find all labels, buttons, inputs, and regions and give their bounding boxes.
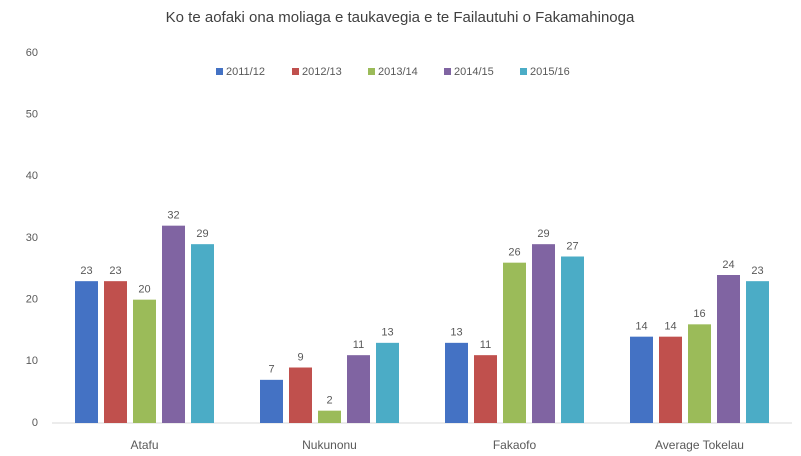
bar [561, 256, 584, 423]
bar [104, 281, 127, 423]
y-tick-label: 20 [26, 294, 38, 306]
x-tick-label: Nukunonu [302, 438, 357, 452]
bar [746, 281, 769, 423]
legend-label: 2012/13 [302, 66, 342, 78]
y-tick-label: 0 [32, 417, 38, 429]
data-label: 23 [751, 265, 763, 277]
data-label: 11 [480, 339, 491, 351]
legend-swatch [444, 68, 451, 75]
chart-title: Ko te aofaki ona moliaga e taukavegia e … [166, 9, 635, 26]
legend-label: 2011/12 [226, 66, 265, 78]
bar [289, 367, 312, 423]
y-tick-label: 40 [26, 170, 38, 182]
y-tick-label: 60 [26, 47, 38, 59]
data-label: 9 [297, 351, 303, 363]
data-label: 14 [635, 321, 647, 333]
bar [133, 299, 156, 423]
bar [260, 379, 283, 423]
legend-label: 2013/14 [378, 66, 418, 78]
bar [474, 355, 497, 423]
data-label: 20 [138, 284, 150, 296]
bar [318, 410, 341, 423]
bar [532, 244, 555, 423]
x-tick-label: Fakaofo [493, 438, 537, 452]
data-label: 29 [537, 228, 549, 240]
y-tick-label: 30 [26, 232, 38, 244]
bar [162, 225, 185, 423]
legend-swatch [368, 68, 375, 75]
bar [376, 342, 399, 423]
data-label: 23 [80, 265, 92, 277]
legend-label: 2014/15 [454, 66, 494, 78]
bar [503, 262, 526, 423]
x-tick-label: Average Tokelau [655, 438, 744, 452]
data-label: 24 [722, 259, 734, 271]
data-label: 16 [693, 308, 705, 320]
legend-swatch [520, 68, 527, 75]
bar [630, 336, 653, 423]
data-label: 23 [109, 265, 121, 277]
bar [445, 342, 468, 423]
bar [659, 336, 682, 423]
data-label: 11 [353, 339, 364, 351]
legend-label: 2015/16 [530, 66, 570, 78]
data-label: 13 [450, 327, 462, 339]
legend-swatch [216, 68, 223, 75]
data-label: 27 [566, 240, 578, 252]
data-label: 7 [268, 364, 274, 376]
y-tick-label: 50 [26, 109, 38, 121]
y-tick-label: 10 [26, 355, 38, 367]
bar [75, 281, 98, 423]
data-label: 29 [196, 228, 208, 240]
data-label: 13 [381, 327, 393, 339]
data-label: 2 [326, 395, 332, 407]
data-label: 32 [167, 210, 179, 222]
data-label: 14 [664, 321, 676, 333]
data-label: 26 [508, 247, 520, 259]
legend-swatch [292, 68, 299, 75]
bar [688, 324, 711, 423]
bar [191, 244, 214, 423]
bar [347, 355, 370, 423]
bar [717, 275, 740, 423]
x-tick-label: Atafu [130, 438, 158, 452]
